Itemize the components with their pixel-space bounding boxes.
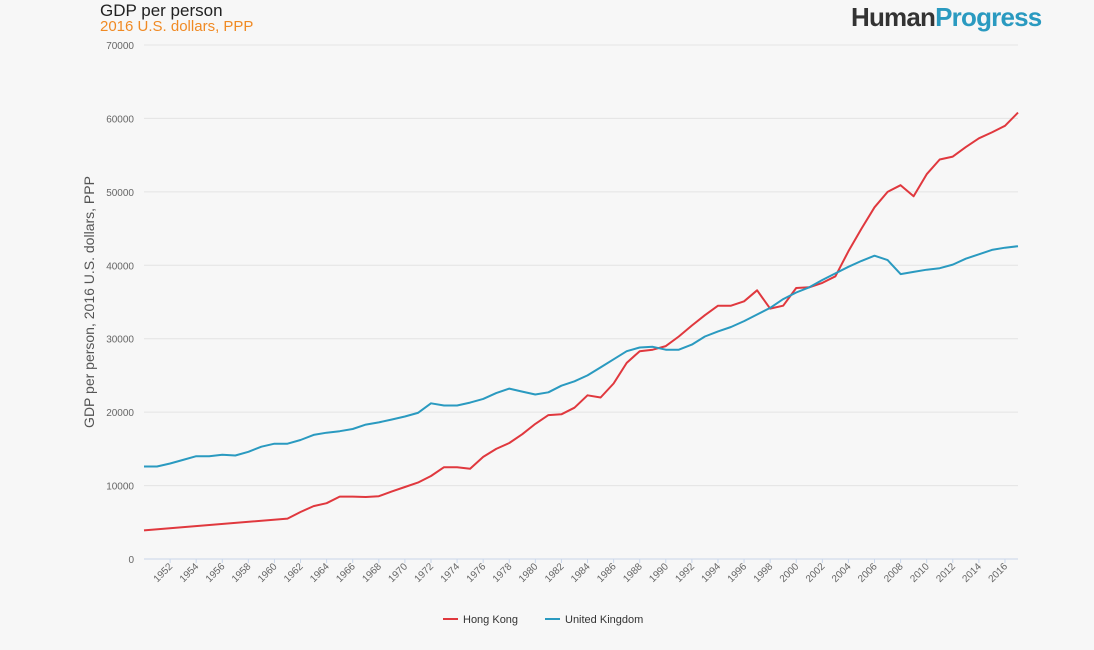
x-tick-label: 1998 [752,561,776,585]
x-tick-label: 2000 [778,561,802,585]
x-tick-label: 1990 [647,561,671,585]
x-tick-label: 1976 [465,561,489,585]
y-tick-label: 60000 [106,114,134,125]
x-tick-label: 2016 [987,561,1011,585]
x-tick-label: 1958 [230,561,254,585]
x-tick-label: 1988 [621,561,645,585]
brand-logo-part2: Progress [935,2,1042,32]
x-tick-label: 1986 [595,561,619,585]
x-tick-label: 2006 [856,561,880,585]
x-tick-label: 2004 [830,561,854,585]
x-tick-label: 1984 [569,561,593,585]
y-tick-label: 50000 [106,188,134,199]
x-axis-ticks: 1952 1954 1956 1958 1960 1962 1964 1966 1968 1970… [152,559,1011,585]
y-tick-label: 40000 [106,261,134,272]
x-tick-label: 1974 [439,561,463,585]
chart-title: GDP per person [100,1,223,20]
x-tick-label: 1972 [413,561,437,585]
x-tick-label: 1962 [282,561,306,585]
y-tick-label: 70000 [106,41,134,52]
x-tick-label: 2008 [882,561,906,585]
x-tick-label: 2002 [804,561,828,585]
x-tick-label: 1954 [178,561,202,585]
brand-logo[interactable]: HumanProgress [851,2,1042,33]
y-tick-label: 10000 [106,482,134,493]
x-tick-label: 1964 [308,561,332,585]
x-tick-label: 1994 [700,561,724,585]
x-tick-label: 1980 [517,561,541,585]
x-tick-label: 1996 [726,561,750,585]
brand-logo-part1: Human [851,2,936,32]
series-line-hong-kong[interactable] [143,111,1019,532]
x-tick-label: 1978 [491,561,515,585]
legend-item-label[interactable]: Hong Kong [463,614,518,626]
x-tick-label: 1970 [387,561,411,585]
y-tick-label: 30000 [106,335,134,346]
x-tick-label: 1960 [256,561,280,585]
x-tick-label: 1968 [360,561,384,585]
x-tick-label: 1992 [673,561,697,585]
y-tick-label: 20000 [106,408,134,419]
series-line-united-kingdom[interactable] [144,245,1019,468]
series-lines [143,111,1019,532]
x-tick-label: 1956 [204,561,228,585]
x-tick-label: 1966 [334,561,358,585]
y-tick-label: 0 [128,555,134,566]
x-tick-label: 2010 [908,561,932,585]
grid-lines [144,44,1018,487]
x-tick-label: 1982 [543,561,567,585]
x-tick-label: 2012 [934,561,958,585]
y-axis-ticks: 0 10000 20000 30000 40000 50000 60000 70000 [106,41,134,566]
legend: Hong Kong United Kingdom [443,614,643,626]
x-tick-label: 2014 [960,561,984,585]
chart-subtitle: 2016 U.S. dollars, PPP [100,18,254,35]
y-axis-label: GDP per person, 2016 U.S. dollars, PPP [81,176,97,428]
x-tick-label: 1952 [152,561,176,585]
legend-item-label[interactable]: United Kingdom [565,614,643,626]
